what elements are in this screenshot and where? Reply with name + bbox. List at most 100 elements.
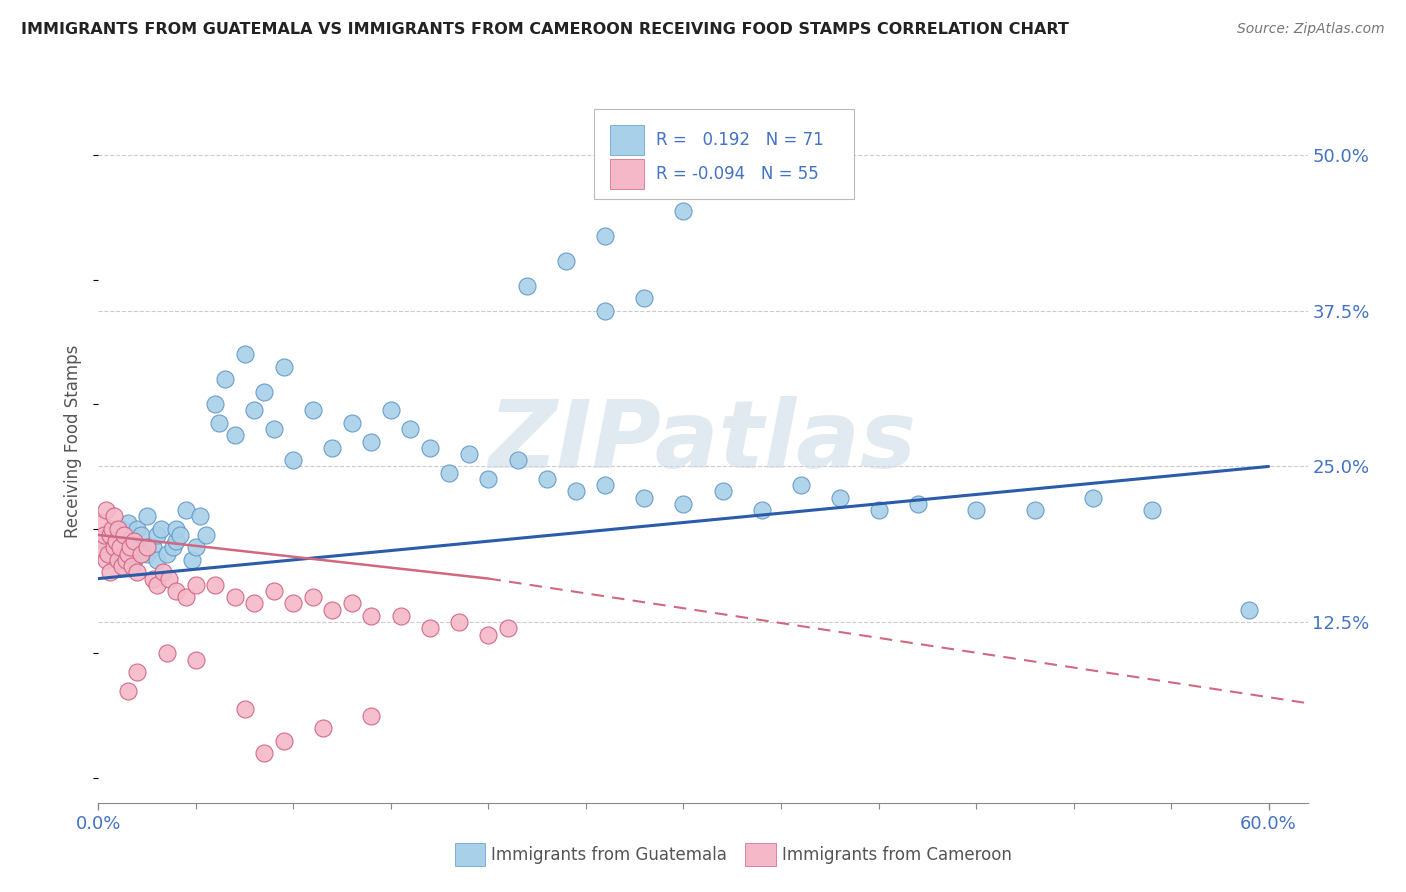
Point [672,204,695,219]
Point [283,453,305,467]
Point [419,441,441,455]
Point [136,541,159,555]
Point [96,503,118,517]
FancyBboxPatch shape [610,159,644,189]
Point [194,528,217,542]
Point [565,484,588,499]
Point [162,541,184,555]
Point [169,528,191,542]
Point [555,253,578,268]
Point [399,422,422,436]
Point [103,528,125,542]
Text: Immigrants from Guatemala: Immigrants from Guatemala [492,846,727,863]
Point [1140,503,1163,517]
Point [302,403,325,417]
Point [672,497,695,511]
Point [188,509,211,524]
Point [157,572,180,586]
Point [91,516,114,530]
Point [868,503,890,517]
Point [121,559,143,574]
Point [360,609,382,624]
Point [302,591,325,605]
Point [233,702,256,716]
Point [389,609,412,624]
Point [283,597,305,611]
Point [1081,491,1104,505]
FancyBboxPatch shape [745,843,776,866]
Point [107,553,129,567]
Point [136,547,159,561]
Point [208,416,231,430]
Point [828,491,851,505]
Point [112,547,135,561]
Point [204,578,226,592]
Point [273,359,295,374]
Point [165,584,187,599]
Point [174,503,197,517]
FancyBboxPatch shape [610,125,644,155]
FancyBboxPatch shape [456,843,485,866]
Point [516,278,538,293]
Point [122,534,145,549]
Point [506,453,529,467]
Point [101,522,124,536]
Point [118,541,141,555]
Point [156,547,179,561]
Point [127,665,149,679]
Point [111,559,134,574]
Point [89,541,111,555]
Point [156,646,179,660]
Point [321,603,343,617]
Point [253,746,276,760]
Point [965,503,987,517]
Point [142,572,165,586]
Point [107,553,129,567]
Point [165,534,187,549]
Point [204,397,226,411]
Point [224,591,246,605]
Point [165,522,187,536]
Point [1024,503,1046,517]
Point [117,534,139,549]
FancyBboxPatch shape [595,109,855,200]
Point [312,721,335,735]
Point [477,627,499,641]
Point [536,472,558,486]
Point [112,528,135,542]
Point [93,528,115,542]
Point [214,372,236,386]
Point [360,434,382,449]
Point [184,541,207,555]
Point [419,621,441,635]
Point [174,591,197,605]
Point [595,478,617,492]
Point [1237,603,1260,617]
Point [243,597,266,611]
Point [360,708,382,723]
Point [340,416,363,430]
Point [117,516,139,530]
Point [96,553,118,567]
Y-axis label: Receiving Food Stamps: Receiving Food Stamps [65,345,83,538]
Point [263,584,285,599]
Point [122,553,145,567]
Point [380,403,402,417]
Text: IMMIGRANTS FROM GUATEMALA VS IMMIGRANTS FROM CAMEROON RECEIVING FOOD STAMPS CORR: IMMIGRANTS FROM GUATEMALA VS IMMIGRANTS … [21,22,1069,37]
Point [439,466,461,480]
Point [146,578,169,592]
Point [131,528,153,542]
Point [449,615,471,630]
Point [98,566,121,580]
Point [149,522,172,536]
Point [108,541,131,555]
Point [114,553,136,567]
Point [263,422,285,436]
Text: Source: ZipAtlas.com: Source: ZipAtlas.com [1237,22,1385,37]
Point [146,553,169,567]
Point [751,503,773,517]
Point [97,541,120,555]
Point [273,733,295,747]
Point [127,541,149,555]
Point [97,547,120,561]
